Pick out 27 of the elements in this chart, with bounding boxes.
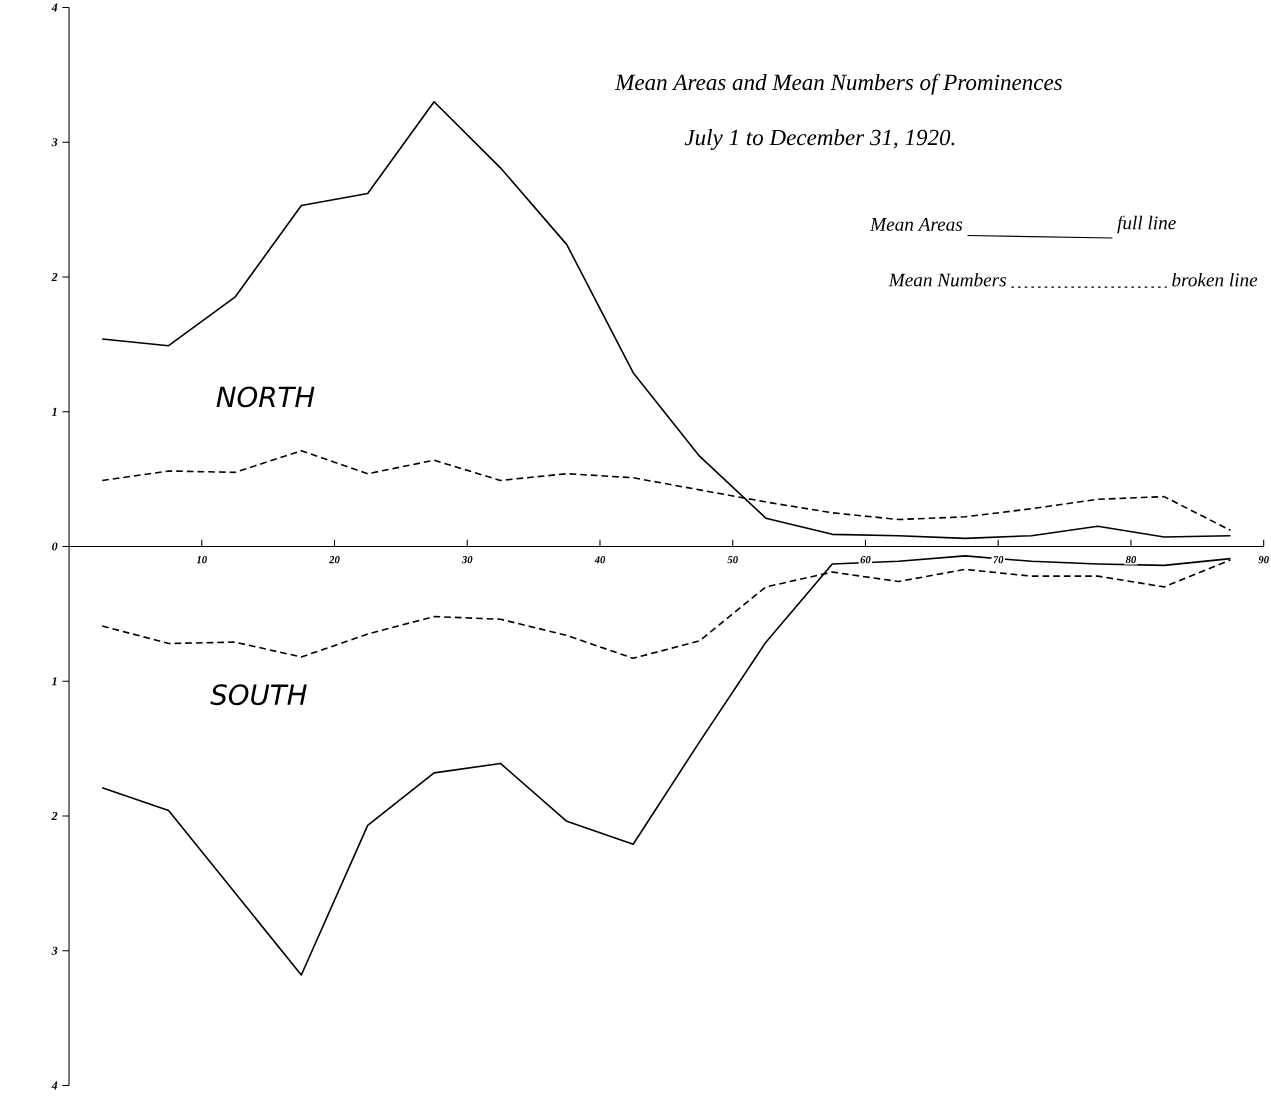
x-tick-label: 80	[1125, 556, 1137, 564]
y-tick-label: 3	[51, 946, 58, 955]
annotation: Mean Numbers	[888, 272, 1007, 287]
x-tick-label: 20	[329, 556, 340, 564]
line-series	[101, 101, 1232, 540]
y-tick-label: 1	[51, 407, 57, 416]
y-tick-label: 0	[52, 542, 58, 551]
y-tick-label: 1	[51, 677, 57, 686]
annotation: full line	[1117, 215, 1176, 234]
y-tick-label: 4	[51, 3, 58, 12]
y-tick-label: 2	[51, 273, 58, 281]
y-tick-label: 2	[51, 812, 58, 820]
text: Mean Areas and Mean Numbers of Prominences	[614, 73, 1062, 95]
annotation: Mean Areas	[869, 217, 963, 231]
x-tick-label: 10	[196, 556, 207, 564]
text: July 1 to December 31, 1920.	[684, 129, 955, 151]
x-tick-label: 70	[993, 556, 1004, 564]
annotation: NORTH	[216, 386, 315, 408]
x-tick-label: 40	[594, 556, 606, 564]
y-tick-label: 3	[51, 138, 58, 147]
annotation: SOUTH	[210, 684, 307, 706]
x-tick-label: 60	[860, 556, 871, 564]
x-tick-label: 50	[727, 556, 738, 564]
x-tick-label: 30	[461, 556, 473, 564]
x-tick-label: 90	[1258, 556, 1269, 564]
annotation: broken line	[1172, 272, 1258, 287]
y-tick-label: 4	[51, 1081, 58, 1090]
